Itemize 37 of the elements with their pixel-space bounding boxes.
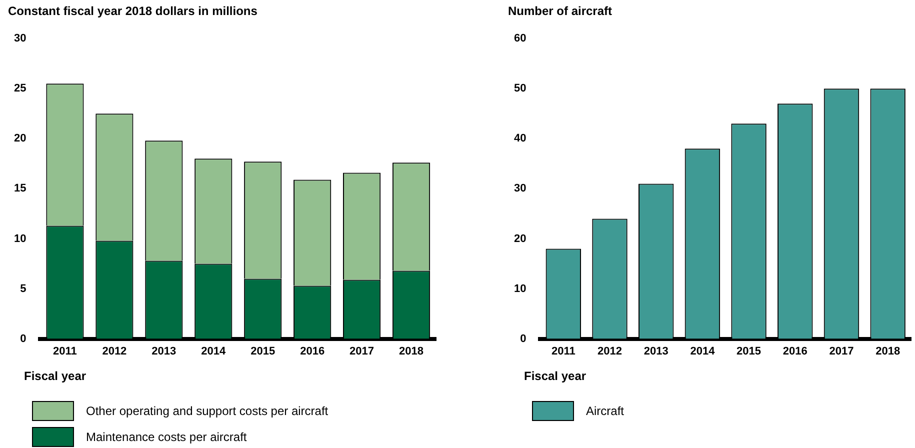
legend-label: Other operating and support costs per aircraft (86, 404, 328, 418)
y-tick-label: 10 (514, 282, 526, 295)
x-tick-label: 2011 (551, 345, 576, 358)
x-tick-label: 2014 (201, 345, 226, 358)
y-tick-label: 60 (514, 32, 526, 45)
x-tick-label: 2015 (736, 345, 762, 358)
y-tick-label: 20 (514, 232, 526, 245)
y-tick-label: 40 (514, 132, 526, 145)
y-axis-title: Number of aircraft (508, 4, 612, 18)
x-tick-label: 2017 (350, 345, 374, 358)
y-tick-label: 50 (514, 82, 526, 95)
x-tick-label: 2013 (644, 345, 668, 358)
x-tick-label: 2018 (876, 345, 900, 358)
y-tick-label: 30 (14, 32, 26, 45)
x-tick-label: 2016 (782, 345, 808, 358)
x-tick-label: 2015 (250, 345, 276, 358)
x-tick-label: 2017 (829, 345, 854, 358)
y-axis-title: Constant fiscal year 2018 dollars in millions (8, 4, 258, 18)
x-axis-title: Fiscal year (524, 369, 586, 383)
x-tick-label: 2018 (399, 345, 424, 358)
legend-label: Maintenance costs per aircraft (86, 430, 247, 444)
y-tick-label: 0 (20, 332, 26, 345)
x-tick-label: 2016 (300, 345, 325, 358)
y-tick-label: 30 (514, 182, 526, 195)
y-tick-label: 10 (14, 232, 26, 245)
legend-label: Aircraft (586, 404, 624, 418)
x-tick-label: 2013 (152, 345, 176, 358)
y-tick-label: 25 (14, 82, 26, 95)
y-tick-label: 20 (14, 132, 26, 145)
x-tick-label: 2014 (690, 345, 716, 358)
x-tick-label: 2011 (53, 345, 77, 358)
x-tick-label: 2012 (102, 345, 127, 358)
x-tick-label: 2012 (598, 345, 622, 358)
y-tick-label: 15 (14, 182, 26, 195)
x-axis-title: Fiscal year (24, 369, 86, 383)
y-tick-label: 0 (520, 332, 526, 345)
y-tick-label: 5 (20, 282, 26, 295)
